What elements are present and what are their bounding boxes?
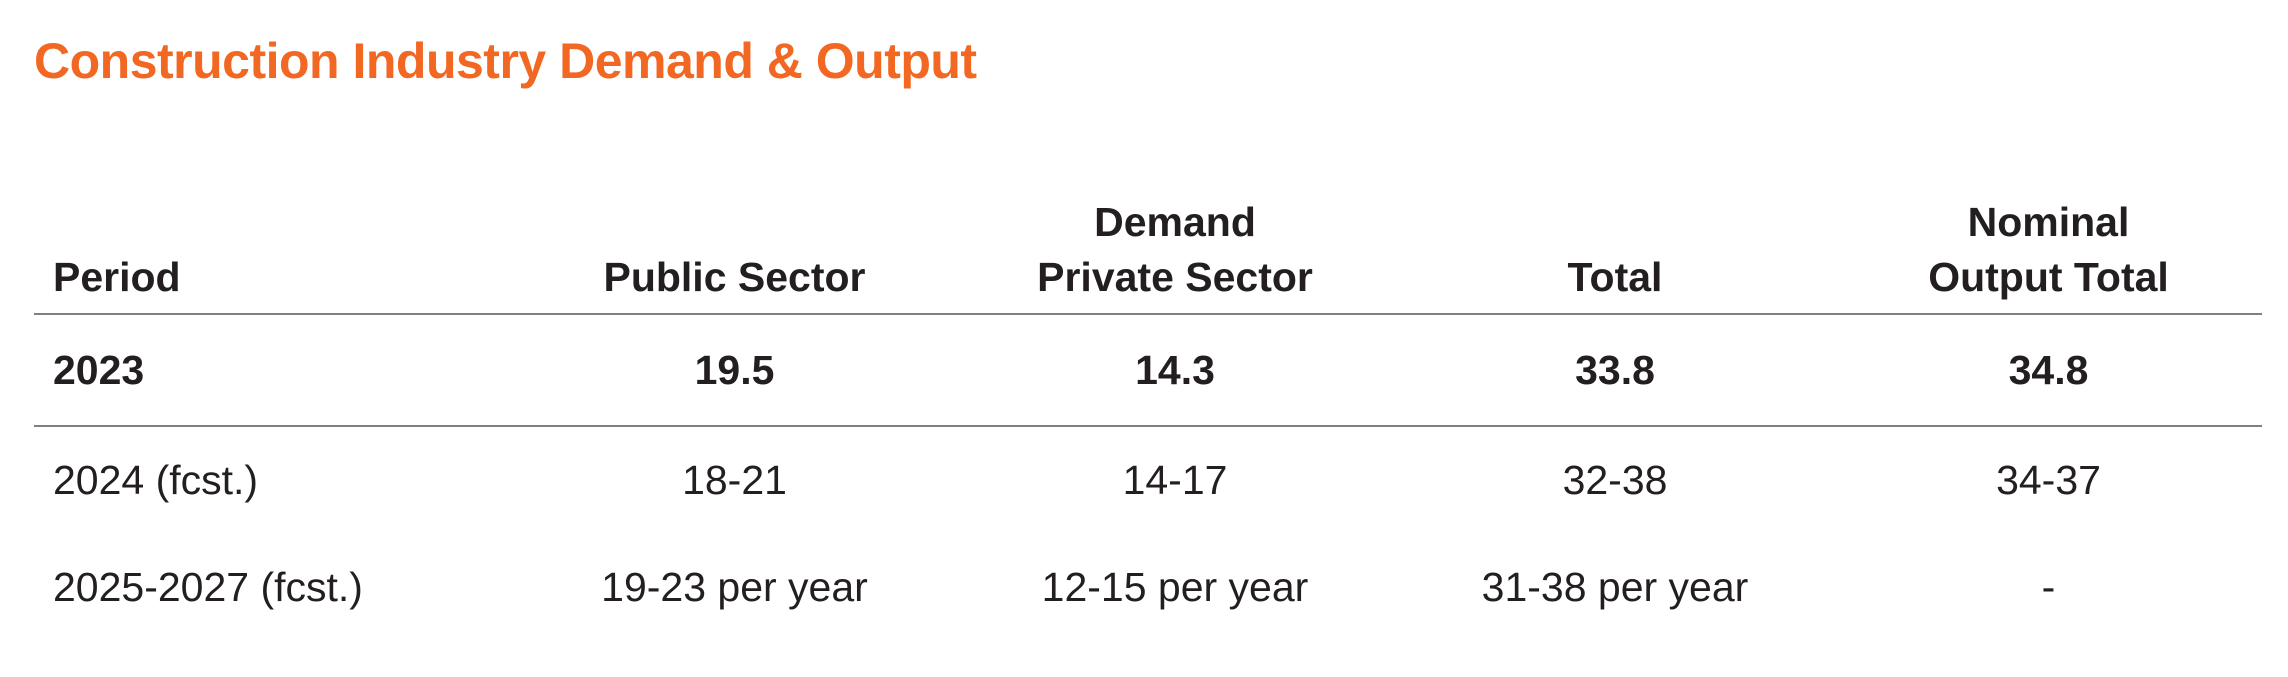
header-private-sector-label: Private Sector	[1037, 254, 1313, 300]
table-row: 2023 19.5 14.3 33.8 34.8	[34, 314, 2262, 427]
cell-private-sector: 14.3	[955, 314, 1395, 427]
header-row: Period Public Sector Demand Private Sect…	[34, 195, 2262, 315]
cell-public-sector: 19.5	[514, 314, 955, 427]
cell-private-sector: 14-17	[1122, 456, 1228, 503]
header-public-sector-label: Public Sector	[603, 254, 866, 300]
cell-private-sector: 12-15 per year	[1041, 563, 1309, 610]
header-period: Period	[34, 195, 514, 315]
header-demand-group-label: Demand	[1094, 199, 1256, 245]
page-title: Construction Industry Demand & Output	[34, 33, 977, 89]
cell-nominal-output-total: 34.8	[1835, 314, 2262, 427]
cell-nominal-output-total: 34-37	[1996, 456, 2101, 503]
cell-period: 2025-2027 (fcst.)	[53, 563, 363, 610]
header-total-label: Total	[1567, 254, 1663, 300]
header-nominal-line2: Output Total	[1928, 254, 2169, 300]
header-nominal-output: Nominal Output Total	[1835, 195, 2262, 315]
table-body: 2023 19.5 14.3 33.8 34.8 2024 (fcst.) 18…	[34, 314, 2262, 641]
header-total: Total	[1395, 195, 1835, 315]
table-header: Period Public Sector Demand Private Sect…	[34, 195, 2262, 315]
table-row: 2025-2027 (fcst.) 19-23 per year 12-15 p…	[34, 533, 2262, 641]
header-public-sector: Public Sector	[514, 195, 955, 315]
cell-total: 31-38 per year	[1481, 563, 1749, 610]
cell-period: 2023	[34, 314, 514, 427]
cell-public-sector: 19-23 per year	[601, 563, 868, 610]
cell-public-sector: 18-21	[682, 456, 787, 503]
demand-output-table: Period Public Sector Demand Private Sect…	[34, 195, 2262, 641]
cell-period: 2024 (fcst.)	[53, 456, 259, 503]
header-period-label: Period	[53, 254, 181, 300]
header-nominal-line1: Nominal	[1967, 199, 2130, 245]
cell-total: 33.8	[1395, 314, 1835, 427]
cell-total: 32-38	[1562, 456, 1668, 503]
header-private-sector: Demand Private Sector	[955, 195, 1395, 315]
cell-nominal-output-total: -	[2041, 563, 2056, 610]
table-row: 2024 (fcst.) 18-21 14-17 32-38 34-37	[34, 426, 2262, 533]
